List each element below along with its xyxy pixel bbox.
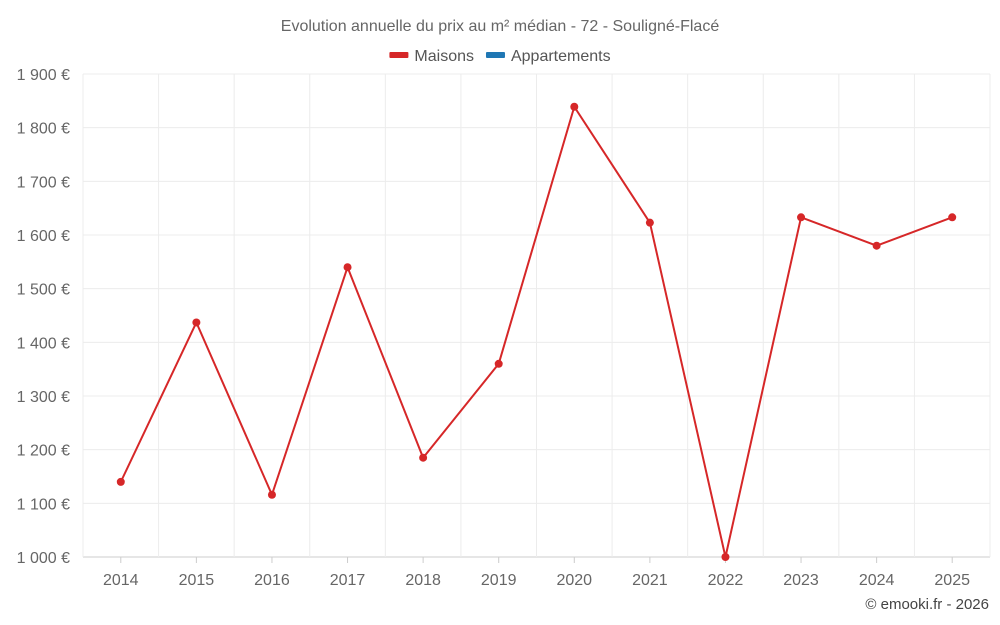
legend-label: Maisons	[414, 48, 474, 65]
x-tick-label: 2015	[179, 572, 215, 589]
legend-item-2[interactable]: Appartements	[485, 48, 611, 65]
data-point[interactable]	[116, 477, 125, 486]
y-tick-label: 1 700 €	[17, 174, 70, 191]
y-tick-label: 1 500 €	[17, 282, 70, 299]
y-tick-label: 1 400 €	[17, 335, 70, 352]
x-tick-label: 2025	[934, 572, 970, 589]
credit-text: © emooki.fr - 2026	[865, 596, 989, 613]
data-point[interactable]	[570, 102, 579, 111]
y-tick-label: 1 900 €	[17, 67, 70, 84]
legend-swatch	[389, 52, 409, 58]
data-point[interactable]	[721, 553, 730, 561]
y-tick-label: 1 000 €	[17, 550, 70, 567]
data-point[interactable]	[948, 213, 957, 222]
legend-label: Appartements	[511, 48, 611, 65]
data-point[interactable]	[645, 218, 654, 227]
x-axis: 2014 2015 2016 2017 2018 2019 2020 2021 2022 2023…	[103, 557, 970, 589]
data-point[interactable]	[419, 453, 428, 462]
data-point[interactable]	[267, 490, 276, 499]
x-tick-label: 2014	[103, 572, 139, 589]
data-point[interactable]	[494, 359, 503, 368]
x-tick-label: 2017	[330, 572, 366, 589]
legend: Maisons Appartements	[389, 48, 611, 65]
legend-swatch	[485, 52, 505, 58]
y-tick-label: 1 200 €	[17, 443, 70, 460]
chart-title: Evolution annuelle du prix au m² médian …	[281, 18, 720, 35]
series-layer	[116, 102, 957, 561]
y-tick-label: 1 300 €	[17, 389, 70, 406]
y-tick-label: 1 800 €	[17, 121, 70, 138]
data-point[interactable]	[797, 213, 806, 222]
x-tick-label: 2020	[556, 572, 592, 589]
y-axis: 1 000 € 1 100 € 1 200 € 1 300 € 1 400 € 1 500…	[17, 67, 70, 567]
data-point[interactable]	[343, 263, 352, 272]
x-tick-label: 2021	[632, 572, 668, 589]
x-tick-label: 2022	[708, 572, 744, 589]
x-tick-label: 2018	[405, 572, 441, 589]
series-line	[119, 105, 953, 558]
x-tick-label: 2024	[859, 572, 895, 589]
y-tick-label: 1 600 €	[17, 228, 70, 245]
x-tick-label: 2023	[783, 572, 819, 589]
x-tick-label: 2016	[254, 572, 290, 589]
y-tick-label: 1 100 €	[17, 496, 70, 513]
data-point[interactable]	[872, 241, 881, 250]
data-point[interactable]	[192, 318, 201, 327]
grid	[82, 73, 991, 558]
x-tick-label: 2019	[481, 572, 517, 589]
legend-item-1[interactable]: Maisons	[389, 48, 474, 65]
